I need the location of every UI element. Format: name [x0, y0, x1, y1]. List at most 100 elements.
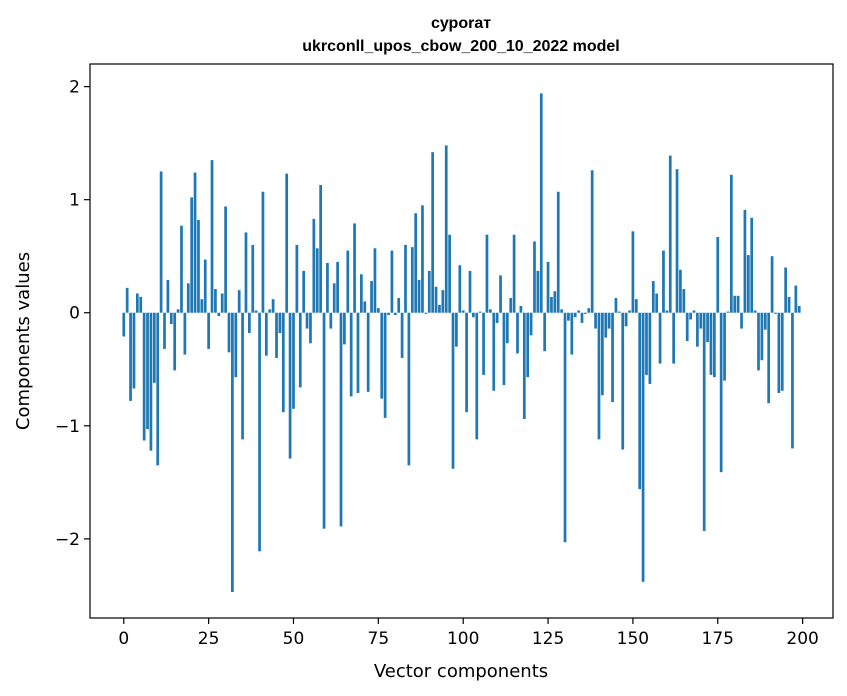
bar-78	[387, 312, 390, 315]
bar-48	[285, 173, 289, 313]
bar-140	[597, 312, 601, 440]
bar-120	[529, 312, 533, 336]
bar-75	[376, 308, 380, 313]
bar-72	[366, 312, 370, 392]
bar-125	[546, 261, 550, 313]
bar-139	[594, 312, 597, 329]
bar-123	[539, 93, 543, 313]
bar-56	[312, 218, 316, 313]
bar-70	[360, 274, 363, 313]
bar-150	[631, 231, 635, 313]
bar-89	[424, 312, 428, 314]
bar-193	[777, 312, 781, 393]
bar-104	[475, 312, 479, 440]
bar-199	[797, 305, 801, 313]
bar-55	[309, 312, 312, 344]
bar-53	[302, 270, 306, 313]
bar-91	[431, 152, 435, 313]
bar-29	[220, 293, 224, 313]
bar-170	[699, 312, 703, 329]
x-tick-label: 0	[118, 629, 129, 649]
bar-165	[682, 288, 686, 313]
plot-frame	[89, 63, 834, 619]
bar-141	[601, 312, 604, 396]
bar-113	[505, 312, 509, 344]
bar-76	[380, 312, 384, 399]
bar-64	[339, 312, 343, 527]
bar-22	[197, 220, 200, 313]
bar-74	[373, 248, 377, 313]
bar-20	[190, 197, 194, 313]
bar-164	[679, 269, 682, 313]
bar-99	[458, 265, 462, 313]
bar-46	[278, 312, 282, 334]
bar-59	[322, 312, 326, 529]
x-tick-label: 25	[198, 629, 220, 649]
bar-169	[696, 312, 699, 347]
bar-126	[550, 296, 553, 313]
bar-128	[556, 191, 560, 313]
bar-158	[658, 312, 662, 364]
bar-57	[315, 248, 319, 313]
bar-189	[763, 312, 767, 330]
bar-0	[122, 312, 126, 337]
bar-95	[444, 145, 448, 313]
bar-192	[774, 312, 777, 314]
bar-30	[224, 206, 227, 313]
bar-119	[526, 312, 530, 378]
bar-96	[448, 234, 451, 313]
bar-130	[563, 312, 567, 543]
bar-27	[214, 288, 217, 313]
bar-44	[271, 299, 275, 313]
bar-18	[183, 312, 187, 355]
bar-121	[533, 241, 536, 313]
bar-10	[156, 312, 160, 466]
bar-3	[132, 312, 136, 389]
bar-28	[217, 312, 221, 317]
bar-43	[268, 309, 272, 313]
bar-143	[607, 312, 611, 329]
bar-118	[522, 312, 526, 420]
bar-49	[288, 312, 292, 459]
bar-186	[753, 310, 757, 313]
bar-191	[770, 256, 774, 313]
bar-132	[570, 312, 574, 355]
bar-14	[169, 312, 173, 325]
bar-151	[634, 299, 638, 313]
bar-92	[434, 286, 438, 313]
bar-109	[492, 312, 496, 391]
x-tick-label: 175	[702, 629, 734, 649]
bar-161	[668, 155, 672, 313]
bar-32	[231, 312, 234, 592]
bar-9	[152, 312, 156, 383]
bar-38	[251, 244, 255, 313]
bar-137	[587, 308, 591, 313]
y-axis-ticks: −2 −1 0 1 2	[55, 78, 90, 550]
bar-195	[784, 267, 788, 313]
bar-178	[726, 311, 730, 313]
x-tick-label: 50	[283, 629, 305, 649]
bar-17	[180, 225, 183, 313]
bar-77	[383, 312, 387, 418]
bar-40	[258, 312, 261, 552]
bar-103	[472, 312, 475, 318]
bar-157	[655, 293, 659, 313]
bar-68	[353, 223, 356, 313]
x-tick-label: 100	[447, 629, 479, 649]
bar-176	[719, 312, 723, 473]
bar-159	[662, 250, 665, 313]
bar-19	[186, 283, 190, 313]
bar-102	[468, 270, 472, 313]
bar-4	[135, 293, 139, 313]
y-tick-label: −2	[55, 530, 80, 550]
bar-26	[210, 160, 214, 313]
bar-105	[478, 311, 482, 313]
bar-160	[665, 310, 669, 313]
bar-24	[203, 259, 207, 313]
bar-33	[234, 312, 238, 378]
bar-188	[760, 312, 764, 361]
bar-149	[628, 310, 631, 313]
bar-54	[305, 312, 309, 329]
bar-61	[329, 312, 333, 329]
bar-60	[326, 262, 329, 313]
